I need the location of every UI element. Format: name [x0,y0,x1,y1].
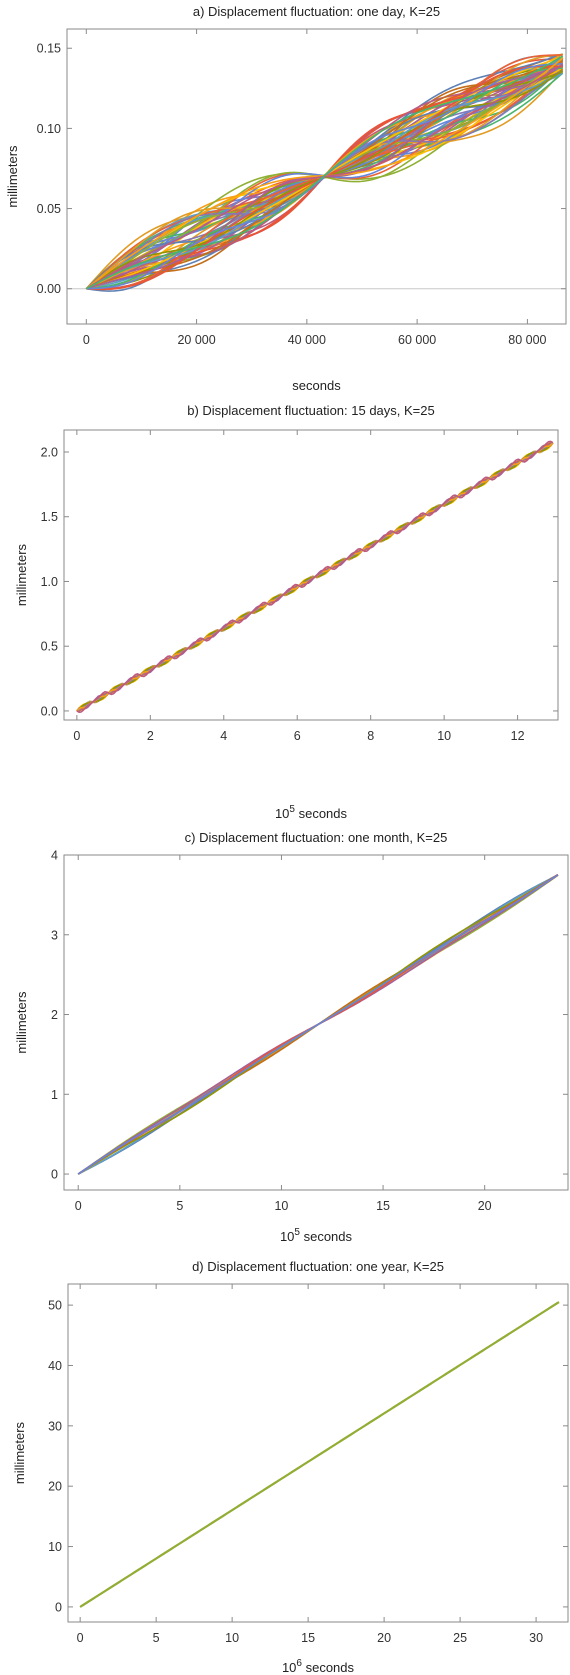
y-tick-label: 0.5 [41,640,58,654]
x-tick-label: 12 [511,729,525,743]
x-axis-label: 106 seconds [282,1658,355,1675]
x-tick-label: 10 [225,1631,239,1645]
y-tick-label: 40 [48,1359,62,1373]
y-tick-label: 0.05 [37,202,61,216]
x-axis-label: 105 seconds [280,1227,353,1244]
x-tick-label: 0 [83,333,90,347]
y-tick-label: 0 [51,1168,58,1182]
y-tick-label: 3 [51,928,58,942]
x-tick-label: 15 [301,1631,315,1645]
y-tick-label: 50 [48,1299,62,1313]
series-line [85,63,564,290]
chart-title: c) Displacement fluctuation: one month, … [185,830,448,845]
y-axis-label: millimeters [14,991,29,1054]
chart-title: b) Displacement fluctuation: 15 days, K=… [187,403,435,418]
x-tick-label: 80 000 [508,333,546,347]
y-tick-label: 4 [51,849,58,863]
x-tick-label: 20 [377,1631,391,1645]
plot-frame [63,429,559,721]
plot-frame [67,1283,569,1623]
chart-panel-0: a) Displacement fluctuation: one day, K=… [5,4,567,393]
x-tick-label: 0 [75,1199,82,1213]
y-axis-label: millimeters [12,1421,27,1484]
x-tick-label: 8 [367,729,374,743]
x-tick-label: 10 [274,1199,288,1213]
series-lines [77,873,559,1175]
x-tick-label: 5 [176,1199,183,1213]
y-tick-label: 0.00 [37,282,61,296]
x-tick-label: 2 [147,729,154,743]
x-tick-label: 0 [73,729,80,743]
chart-panel-1: b) Displacement fluctuation: 15 days, K=… [14,403,559,821]
x-tick-label: 20 000 [177,333,215,347]
series-lines [76,440,554,713]
y-tick-label: 1.0 [41,575,58,589]
series-line [76,440,554,713]
x-tick-label: 25 [453,1631,467,1645]
x-tick-label: 5 [153,1631,160,1645]
y-tick-label: 0.0 [41,704,58,718]
x-tick-label: 60 000 [398,333,436,347]
x-tick-label: 30 [529,1631,543,1645]
chart-panel-2: c) Displacement fluctuation: one month, … [14,830,569,1244]
series-line [85,55,564,290]
y-tick-label: 1.5 [41,510,58,524]
x-tick-label: 6 [294,729,301,743]
x-axis-label: 105 seconds [275,804,348,821]
chart-title: d) Displacement fluctuation: one year, K… [192,1259,444,1274]
series-lines [79,1301,560,1608]
series-line [77,874,559,1175]
x-axis-label: seconds [292,378,341,393]
series-lines [85,53,564,292]
y-tick-label: 30 [48,1419,62,1433]
y-tick-label: 20 [48,1480,62,1494]
y-tick-label: 0.15 [37,42,61,56]
series-line [79,1301,560,1608]
x-tick-label: 20 [478,1199,492,1213]
x-tick-label: 10 [437,729,451,743]
y-tick-label: 10 [48,1540,62,1554]
y-tick-label: 2.0 [41,446,58,460]
y-axis-label: millimeters [14,543,29,606]
plot-frame [63,854,569,1191]
chart-panel-3: d) Displacement fluctuation: one year, K… [12,1259,569,1675]
y-tick-label: 1 [51,1088,58,1102]
x-tick-label: 4 [220,729,227,743]
y-axis-label: millimeters [5,145,20,208]
y-tick-label: 2 [51,1008,58,1022]
x-tick-label: 15 [376,1199,390,1213]
chart-title: a) Displacement fluctuation: one day, K=… [193,4,440,19]
y-tick-label: 0 [55,1600,62,1614]
x-tick-label: 40 000 [288,333,326,347]
plot-frame [66,28,567,325]
y-tick-label: 0.10 [37,122,61,136]
x-tick-label: 0 [77,1631,84,1645]
